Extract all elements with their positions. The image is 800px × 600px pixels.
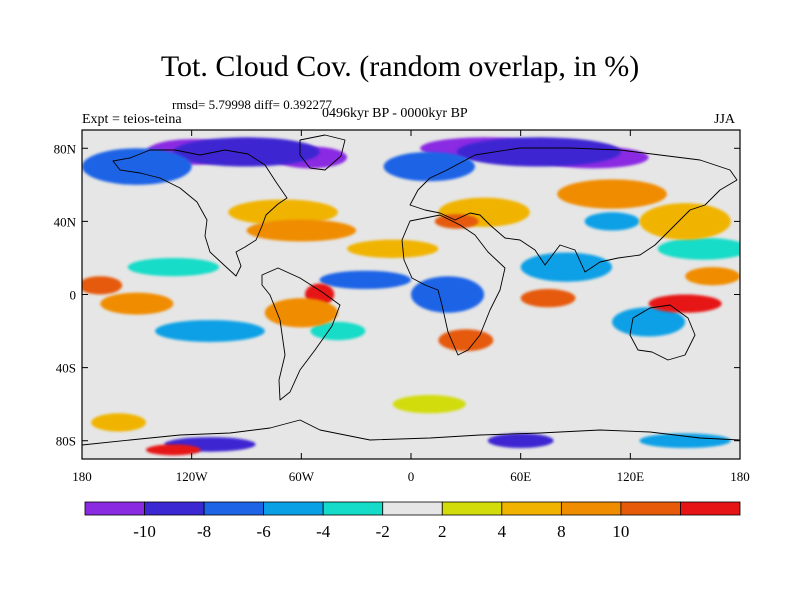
- colorbar-box-10: [680, 501, 741, 516]
- colorbar-box-4: [322, 501, 384, 516]
- anomaly-patch-13: [584, 212, 640, 231]
- lat-tick-label-3: 40S: [56, 361, 76, 376]
- lon-tick-label-2: 60W: [289, 469, 315, 484]
- anomaly-patch-5: [456, 137, 622, 167]
- colorbar-label-8: 10: [612, 522, 629, 541]
- colorbar-box-6: [441, 501, 503, 516]
- anomaly-patch-19: [639, 433, 731, 449]
- colorbar-box-7: [501, 501, 562, 516]
- anomaly-field: [82, 137, 740, 456]
- anomaly-patch-11: [612, 307, 686, 337]
- anomaly-patch-10: [520, 252, 613, 282]
- map-axes: 80N 40N 0 40S 80S 180 120W 60W 0 60E 120E 180: [54, 130, 750, 484]
- anomaly-patch-24: [557, 179, 667, 209]
- lon-tick-label-1: 120W: [176, 469, 209, 484]
- anomaly-patch-6: [82, 148, 192, 185]
- anomaly-patch-34: [145, 444, 201, 456]
- lat-tick-label-0: 80N: [54, 141, 77, 156]
- anomaly-patch-12: [155, 320, 265, 343]
- colorbar-label-6: 4: [498, 522, 507, 541]
- colorbar-label-1: -8: [197, 522, 211, 541]
- lon-tick-label-3: 0: [408, 469, 415, 484]
- lon-tick-label-6: 180: [730, 469, 750, 484]
- anomaly-patch-35: [91, 413, 146, 432]
- anomaly-patch-20: [228, 199, 338, 226]
- colorbar-box-8: [560, 501, 622, 516]
- lat-tick-label-2: 0: [70, 288, 77, 303]
- coastline-antarctica: [82, 419, 740, 446]
- coastline-south-america: [261, 267, 341, 401]
- lat-tick-label-1: 40N: [54, 214, 77, 229]
- anomaly-patch-23: [434, 214, 479, 229]
- colorbar-label-4: -2: [376, 522, 390, 541]
- anomaly-patch-14: [127, 257, 220, 277]
- statistics-text: rmsd= 5.79998 diff= 0.392277: [172, 97, 332, 112]
- coastlines: [82, 134, 740, 446]
- colorbar-label-3: -4: [316, 522, 331, 541]
- anomaly-patch-8: [319, 270, 411, 290]
- coastline-north-america: [112, 149, 288, 277]
- lon-tick-label-5: 120E: [617, 469, 645, 484]
- colorbar-label-0: -10: [133, 522, 156, 541]
- lon-tick-label-4: 60E: [510, 469, 531, 484]
- anomaly-patch-36: [392, 395, 466, 414]
- colorbar-box-2: [203, 501, 265, 516]
- anomaly-patch-15: [657, 237, 740, 260]
- period-label: 0496kyr BP - 0000kyr BP: [322, 106, 468, 121]
- lat-tick-label-4: 80S: [56, 434, 76, 449]
- colorbar-label-2: -6: [257, 522, 271, 541]
- anomaly-patch-30: [438, 329, 494, 352]
- anomaly-patch-4: [173, 137, 320, 167]
- coastline-eurasia: [409, 147, 738, 273]
- season-label: JJA: [714, 112, 736, 127]
- anomaly-patch-26: [82, 276, 123, 295]
- colorbar-box-3: [263, 501, 324, 516]
- anomaly-patch-32: [648, 294, 722, 313]
- lon-tick-label-0: 180: [72, 469, 92, 484]
- colorbar-box-5: [382, 501, 443, 516]
- anomaly-patch-29: [264, 298, 338, 328]
- anomaly-patch-7: [383, 151, 475, 182]
- plot-title: Tot. Cloud Cov. (random overlap, in %): [160, 50, 640, 83]
- colorbar: -10 -8 -6 -4 -2 2 4 8 10: [84, 501, 741, 541]
- experiment-label: Expt = teios-teina: [82, 112, 182, 127]
- anomaly-patch-37: [347, 239, 439, 258]
- coastline-australia: [629, 304, 696, 361]
- colorbar-label-5: 2: [438, 522, 447, 541]
- colorbar-label-7: 8: [557, 522, 566, 541]
- colorbar-box-0: [84, 501, 145, 516]
- anomaly-patch-18: [487, 433, 554, 449]
- anomaly-patch-16: [310, 321, 366, 341]
- anomaly-patch-9: [411, 276, 485, 313]
- colorbar-box-9: [620, 501, 681, 516]
- coastline-greenland: [299, 134, 346, 171]
- coastline-africa: [401, 214, 506, 356]
- anomaly-patch-21: [246, 219, 357, 242]
- anomaly-patch-25: [639, 203, 731, 240]
- anomaly-patch-33: [685, 267, 740, 286]
- anomaly-patch-27: [100, 292, 174, 315]
- anomaly-patch-31: [520, 289, 576, 308]
- colorbar-box-1: [144, 501, 205, 516]
